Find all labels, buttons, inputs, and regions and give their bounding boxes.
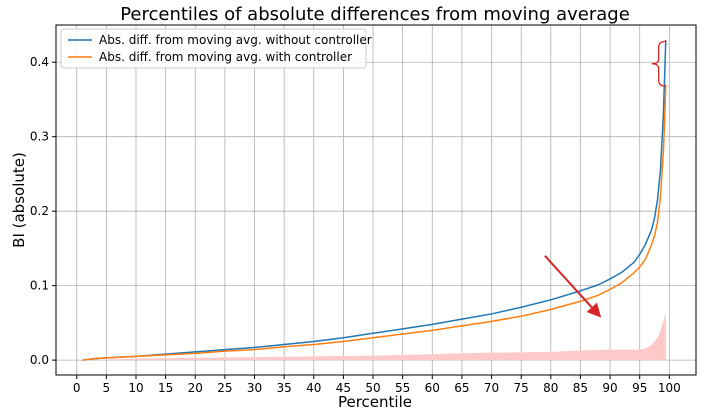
x-tick-label: 60 (425, 381, 440, 395)
y-tick-label: 0.4 (30, 55, 49, 69)
legend-box (60, 28, 367, 69)
x-tick-label: 70 (484, 381, 499, 395)
plot-frame (55, 24, 697, 376)
legend: Abs. diff. from moving avg. without cont… (60, 28, 372, 69)
x-tick-label: 15 (158, 381, 173, 395)
x-tick-label: 35 (277, 381, 292, 395)
annotation-arrow-head (586, 302, 602, 318)
x-tick-label: 0 (73, 381, 81, 395)
x-tick-label: 65 (454, 381, 469, 395)
series-layer (82, 39, 667, 361)
x-tick-label: 20 (188, 381, 203, 395)
x-tick-label: 10 (128, 381, 143, 395)
legend-label-with-controller: Abs. diff. from moving avg. with control… (99, 50, 352, 64)
y-axis-label: BI (absolute) (10, 152, 28, 248)
x-tick-label: 90 (602, 381, 617, 395)
annotation-brace (651, 40, 666, 87)
series-line-with-controller (82, 84, 667, 361)
annotation-layer (544, 40, 666, 318)
x-tick-label: 55 (395, 381, 410, 395)
annotation-arrow (544, 255, 593, 308)
x-axis-label: Percentile (338, 393, 412, 411)
x-tick-label: 80 (543, 381, 558, 395)
y-tick-label: 0.1 (30, 279, 49, 293)
x-tick-label: 50 (365, 381, 380, 395)
y-tick-label: 0.2 (30, 204, 49, 218)
y-axis-ticks: 0.0 0.1 0.2 0.3 0.4 (30, 55, 56, 367)
x-tick-label: 30 (247, 381, 262, 395)
legend-label-without-controller: Abs. diff. from moving avg. without cont… (99, 33, 372, 47)
x-tick-label: 5 (103, 381, 111, 395)
y-tick-label: 0.3 (30, 130, 49, 144)
x-tick-label: 85 (573, 381, 588, 395)
x-tick-label: 100 (658, 381, 681, 395)
x-tick-label: 95 (632, 381, 647, 395)
series-line-without-controller (82, 39, 667, 361)
x-tick-label: 40 (306, 381, 321, 395)
x-tick-label: 25 (217, 381, 232, 395)
difference-band (82, 311, 666, 361)
difference-band-layer (82, 311, 666, 361)
y-tick-label: 0.0 (30, 353, 49, 367)
chart-title: Percentiles of absolute differences from… (120, 4, 630, 25)
x-axis-ticks: 0 5 10 15 20 25 30 35 40 45 50 55 60 65 70 75 80 85 90 95 10… (73, 375, 681, 395)
x-tick-label: 45 (336, 381, 351, 395)
x-tick-label: 75 (514, 381, 529, 395)
